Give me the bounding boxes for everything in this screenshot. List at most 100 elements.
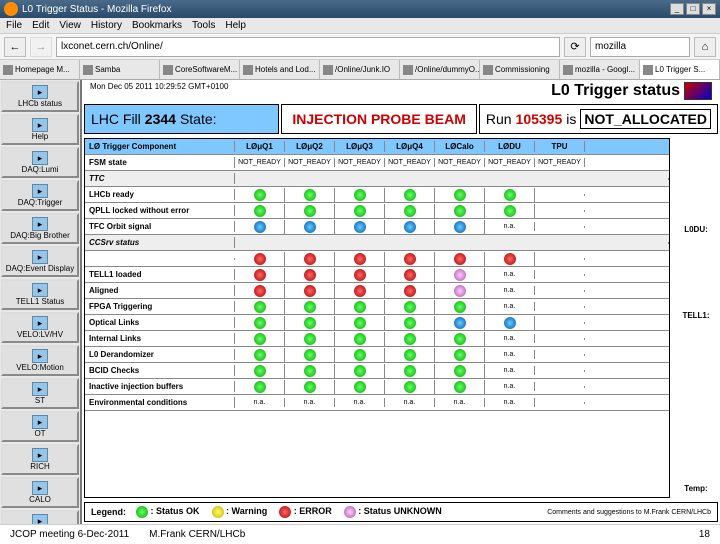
sidebar-item[interactable]: ▸TELL1 Status — [1, 279, 79, 310]
menu-bookmarks[interactable]: Bookmarks — [132, 20, 182, 31]
browser-tab[interactable]: /Online/dummyO... — [400, 60, 480, 79]
forward-button[interactable]: → — [30, 37, 52, 57]
lhcb-logo — [684, 82, 712, 100]
sidebar-item[interactable]: ▸VELO:LV/HV — [1, 312, 79, 343]
footer-left: JCOP meeting 6-Dec-2011 — [10, 529, 129, 540]
status-icon — [304, 349, 316, 361]
sidebar-item[interactable]: ▸VELO:Motion — [1, 345, 79, 376]
window-title: L0 Trigger Status - Mozilla Firefox — [22, 4, 172, 15]
status-icon — [404, 221, 416, 233]
status-icon — [254, 349, 266, 361]
sidebar-item[interactable]: ▸LHCb status — [1, 81, 79, 112]
window-titlebar: L0 Trigger Status - Mozilla Firefox _ □ … — [0, 0, 720, 18]
sidebar-item[interactable]: ▸DAQ:Lumi — [1, 147, 79, 178]
status-icon — [304, 189, 316, 201]
lhc-fill-status: LHC Fill 2344 State: — [84, 104, 279, 134]
menu-edit[interactable]: Edit — [32, 20, 49, 31]
run-state: NOT_ALLOCATED — [580, 109, 711, 129]
home-button[interactable]: ⌂ — [694, 37, 716, 57]
status-icon — [454, 317, 466, 329]
status-icon — [504, 253, 516, 265]
menu-view[interactable]: View — [59, 20, 81, 31]
status-icon — [454, 205, 466, 217]
status-icon — [254, 205, 266, 217]
status-icon — [454, 365, 466, 377]
status-icon — [304, 381, 316, 393]
menu-tools[interactable]: Tools — [192, 20, 215, 31]
status-icon — [404, 189, 416, 201]
sidebar-item[interactable]: ▸ST — [1, 378, 79, 409]
browser-tab[interactable]: Homepage M... — [0, 60, 80, 79]
sidebar-item[interactable]: ▸DAQ:Big Brother — [1, 213, 79, 244]
status-icon — [354, 269, 366, 281]
url-bar[interactable]: lxconet.cern.ch/Online/ — [56, 37, 560, 57]
sidebar-item[interactable]: ▸RICH — [1, 444, 79, 475]
reload-button[interactable]: ⟳ — [564, 37, 586, 57]
browser-tab[interactable]: /Online/Junk.IO — [320, 60, 400, 79]
status-icon — [354, 349, 366, 361]
status-icon — [304, 301, 316, 313]
browser-tab[interactable]: Samba — [80, 60, 160, 79]
status-icon — [404, 317, 416, 329]
timestamp: Mon Dec 05 2011 10:29:52 GMT+0100 — [90, 82, 228, 100]
status-icon — [454, 381, 466, 393]
status-icon — [404, 381, 416, 393]
credit: Comments and suggestions to M.Frank CERN… — [547, 509, 711, 516]
sidebar-item[interactable]: ▸OT — [1, 411, 79, 442]
status-icon — [354, 189, 366, 201]
search-bar[interactable]: mozilla — [590, 37, 690, 57]
status-icon — [304, 317, 316, 329]
lhc-prefix: LHC Fill — [91, 111, 141, 127]
slide-footer: JCOP meeting 6-Dec-2011 M.Frank CERN/LHC… — [0, 524, 720, 544]
menu-bar: File Edit View History Bookmarks Tools H… — [0, 18, 720, 34]
status-icon — [454, 253, 466, 265]
sidebar-item[interactable]: ▸DAQ:Event Display — [1, 246, 79, 277]
run-status: Run 105395 is NOT_ALLOCATED — [479, 104, 718, 134]
firefox-icon — [4, 2, 18, 16]
sidebar-item[interactable]: ▸MUON — [1, 510, 79, 524]
status-icon — [304, 333, 316, 345]
status-icon — [454, 301, 466, 313]
status-icon — [254, 189, 266, 201]
status-icon — [254, 221, 266, 233]
status-icon — [504, 317, 516, 329]
sidebar-item[interactable]: ▸DAQ:Trigger — [1, 180, 79, 211]
side-labels: L0DU:TELL1:Temp: — [672, 136, 720, 500]
status-icon — [454, 349, 466, 361]
status-icon — [354, 317, 366, 329]
lhc-state-value: INJECTION PROBE BEAM — [281, 104, 476, 134]
status-icon — [454, 269, 466, 281]
menu-file[interactable]: File — [6, 20, 22, 31]
maximize-button[interactable]: □ — [686, 3, 700, 15]
status-icon — [304, 221, 316, 233]
browser-tab[interactable]: CoreSoftwareM... — [160, 60, 240, 79]
status-icon — [454, 221, 466, 233]
status-icon — [404, 253, 416, 265]
status-icon — [454, 285, 466, 297]
status-icon — [304, 253, 316, 265]
status-icon — [254, 269, 266, 281]
status-icon — [354, 221, 366, 233]
browser-tab[interactable]: mozilla - Googl... — [560, 60, 640, 79]
status-icon — [254, 381, 266, 393]
status-icon — [404, 205, 416, 217]
browser-tab[interactable]: Commissioning — [480, 60, 560, 79]
sidebar-item[interactable]: ▸CALO — [1, 477, 79, 508]
status-icon — [404, 285, 416, 297]
minimize-button[interactable]: _ — [670, 3, 684, 15]
browser-tab[interactable]: Hotels and Lod... — [240, 60, 320, 79]
browser-tab[interactable]: L0 Trigger S... — [640, 60, 720, 79]
status-icon — [254, 301, 266, 313]
menu-help[interactable]: Help — [225, 20, 246, 31]
close-button[interactable]: × — [702, 3, 716, 15]
tab-strip: Homepage M...SambaCoreSoftwareM...Hotels… — [0, 60, 720, 80]
status-icon — [354, 253, 366, 265]
back-button[interactable]: ← — [4, 37, 26, 57]
status-icon — [254, 365, 266, 377]
legend-title: Legend: — [91, 507, 126, 517]
status-icon — [404, 301, 416, 313]
sidebar-item[interactable]: ▸Help — [1, 114, 79, 145]
menu-history[interactable]: History — [91, 20, 122, 31]
status-grid: LØ Trigger ComponentLØμQ1LØμQ2LØμQ3LØμQ4… — [84, 138, 670, 498]
status-icon — [404, 333, 416, 345]
